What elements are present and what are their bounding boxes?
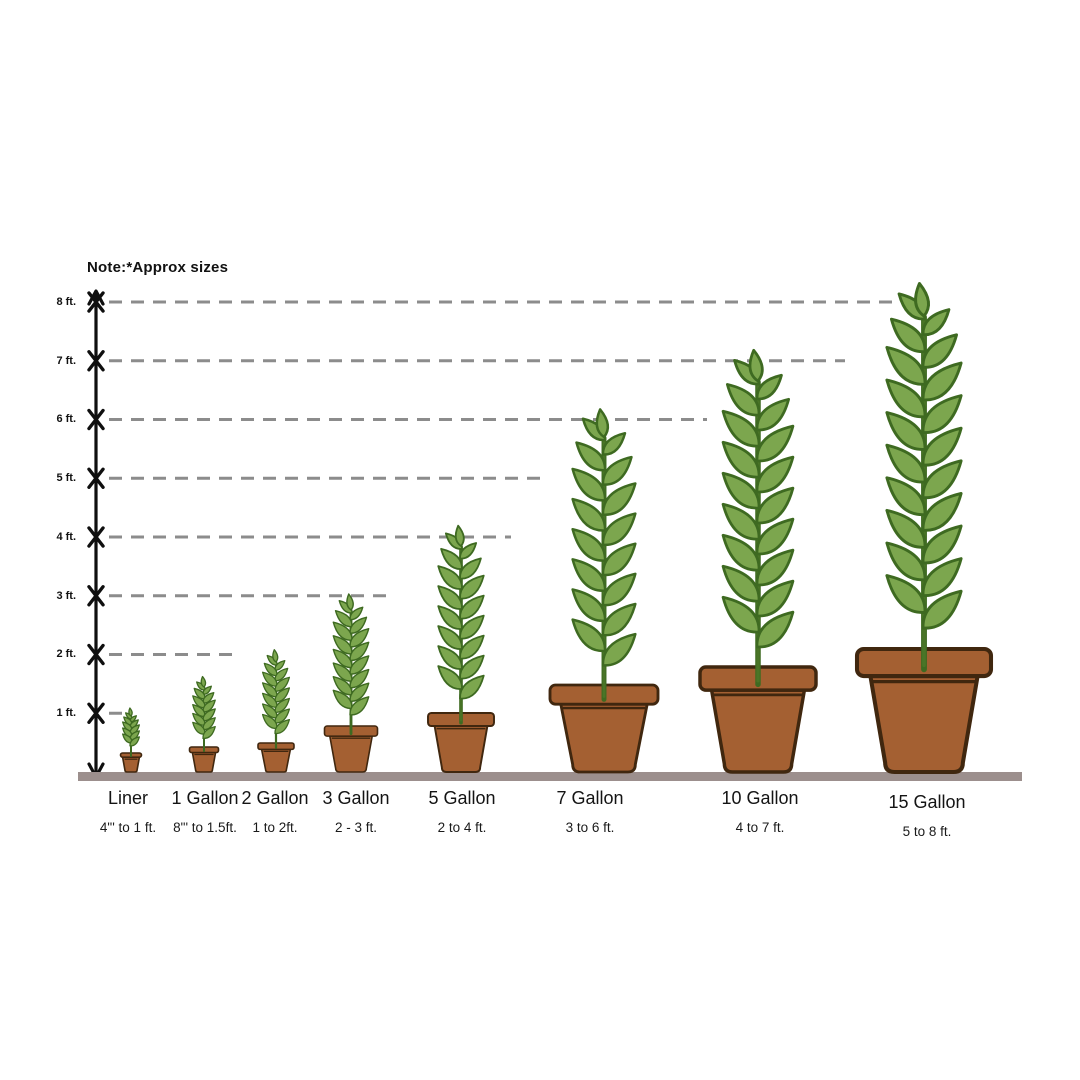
category-2-gallon: 2 Gallon 1 to 2ft. [241,788,308,835]
container-size-label: 15 Gallon [888,792,966,812]
height-range-label: 5 to 8 ft. [902,824,952,839]
category-10-gallon: 10 Gallon 4 to 7 ft. [721,788,798,835]
plant-5-gallon [427,524,495,773]
axis-tick-label-8ft: 8 ft. [56,296,76,308]
category-3-gallon: 3 Gallon 2 - 3 ft. [322,788,389,835]
axis-tick-label-2ft: 2 ft. [56,648,76,660]
height-axis [87,289,105,779]
height-range-label: 4"' to 1 ft. [99,820,157,835]
container-size-label: Liner [107,788,149,808]
plant-1-gallon [188,675,220,773]
height-range-label: 1 to 2ft. [252,820,298,835]
plant-liner [119,707,143,773]
axis-tick-label-6ft: 6 ft. [56,413,76,425]
container-size-label: 3 Gallon [322,788,390,808]
axis-tick-label-5ft: 5 ft. [56,472,76,484]
axis-tick-label-3ft: 3 ft. [56,590,76,602]
category-5-gallon: 5 Gallon 2 to 4 ft. [428,788,495,835]
category-15-gallon: 15 Gallon 5 to 8 ft. [888,792,965,839]
category-1-gallon: 1 Gallon 8"' to 1.5ft. [171,788,238,835]
plant-10-gallon [698,348,818,774]
plant-7-gallon [548,408,660,774]
axis-tick-label-4ft: 4 ft. [56,531,76,543]
plant-2-gallon [257,649,295,773]
axis-tick-label-1ft: 1 ft. [56,707,76,719]
container-size-label: 2 Gallon [241,788,309,808]
height-range-label: 4 to 7 ft. [735,820,785,835]
height-range-label: 2 to 4 ft. [437,820,487,835]
height-range-label: 3 to 6 ft. [565,820,615,835]
container-size-label: 1 Gallon [171,788,239,808]
category-7-gallon: 7 Gallon 3 to 6 ft. [556,788,623,835]
category-liner: Liner 4"' to 1 ft. [100,788,156,835]
height-range-label: 8"' to 1.5ft. [173,820,237,835]
foot-guide-lines [109,300,910,715]
plant-3-gallon [323,593,379,773]
note-label: Note:*Approx sizes [87,259,229,276]
height-range-label: 2 - 3 ft. [334,820,378,835]
container-size-label: 7 Gallon [556,788,624,808]
plant-15-gallon [854,282,994,775]
ground-bar [78,772,1022,781]
axis-tick-label-7ft: 7 ft. [56,355,76,367]
container-size-label: 10 Gallon [721,788,799,808]
container-size-label: 5 Gallon [428,788,496,808]
